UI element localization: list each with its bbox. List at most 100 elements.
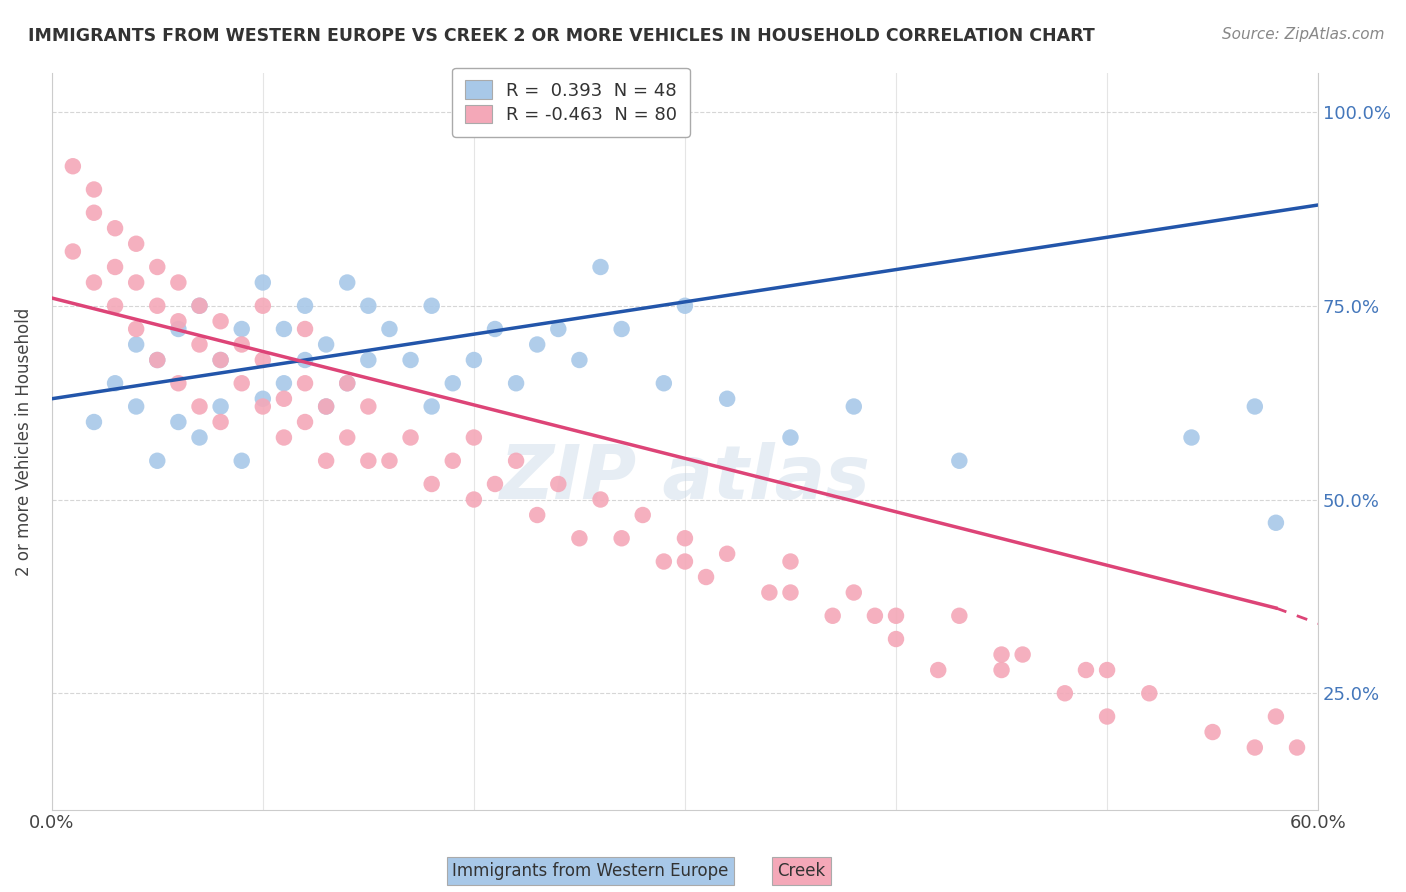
Point: [1011, 648, 1033, 662]
Point: [294, 415, 316, 429]
Point: [420, 477, 443, 491]
Point: [357, 454, 380, 468]
Point: [927, 663, 949, 677]
Point: [484, 477, 506, 491]
Point: [294, 353, 316, 368]
Text: Immigrants from Western Europe: Immigrants from Western Europe: [453, 862, 728, 880]
Point: [83, 182, 105, 196]
Point: [209, 353, 232, 368]
Point: [315, 400, 337, 414]
Point: [652, 376, 675, 391]
Point: [167, 415, 190, 429]
Point: [399, 353, 422, 368]
Point: [209, 400, 232, 414]
Point: [336, 430, 359, 444]
Point: [526, 508, 548, 522]
Point: [610, 531, 633, 545]
Point: [357, 353, 380, 368]
Point: [146, 299, 169, 313]
Point: [294, 376, 316, 391]
Point: [547, 477, 569, 491]
Point: [252, 392, 274, 406]
Point: [589, 492, 612, 507]
Point: [1180, 430, 1202, 444]
Point: [568, 531, 591, 545]
Point: [631, 508, 654, 522]
Point: [209, 353, 232, 368]
Point: [463, 492, 485, 507]
Point: [357, 400, 380, 414]
Point: [779, 430, 801, 444]
Point: [399, 430, 422, 444]
Point: [990, 648, 1012, 662]
Y-axis label: 2 or more Vehicles in Household: 2 or more Vehicles in Household: [15, 307, 32, 575]
Point: [863, 608, 886, 623]
Point: [294, 299, 316, 313]
Point: [273, 376, 295, 391]
Text: Creek: Creek: [778, 862, 825, 880]
Point: [821, 608, 844, 623]
Point: [252, 276, 274, 290]
Point: [62, 244, 84, 259]
Point: [167, 376, 190, 391]
Point: [357, 299, 380, 313]
Point: [336, 376, 359, 391]
Point: [83, 415, 105, 429]
Point: [188, 430, 211, 444]
Point: [547, 322, 569, 336]
Point: [1095, 663, 1118, 677]
Point: [484, 322, 506, 336]
Point: [378, 454, 401, 468]
Point: [188, 400, 211, 414]
Point: [273, 322, 295, 336]
Legend: R =  0.393  N = 48, R = -0.463  N = 80: R = 0.393 N = 48, R = -0.463 N = 80: [453, 68, 690, 136]
Point: [779, 555, 801, 569]
Point: [505, 454, 527, 468]
Point: [146, 260, 169, 274]
Point: [188, 337, 211, 351]
Point: [315, 454, 337, 468]
Point: [948, 608, 970, 623]
Point: [716, 547, 738, 561]
Point: [104, 376, 127, 391]
Point: [315, 400, 337, 414]
Point: [441, 454, 464, 468]
Point: [779, 585, 801, 599]
Point: [758, 585, 780, 599]
Point: [273, 430, 295, 444]
Point: [146, 353, 169, 368]
Point: [125, 337, 148, 351]
Point: [463, 430, 485, 444]
Point: [252, 400, 274, 414]
Point: [378, 322, 401, 336]
Point: [420, 299, 443, 313]
Point: [420, 400, 443, 414]
Point: [842, 585, 865, 599]
Text: Source: ZipAtlas.com: Source: ZipAtlas.com: [1222, 27, 1385, 42]
Point: [589, 260, 612, 274]
Point: [990, 663, 1012, 677]
Point: [167, 276, 190, 290]
Point: [125, 276, 148, 290]
Point: [83, 276, 105, 290]
Point: [209, 314, 232, 328]
Point: [1264, 516, 1286, 530]
Point: [252, 299, 274, 313]
Point: [673, 531, 696, 545]
Point: [315, 337, 337, 351]
Point: [62, 159, 84, 173]
Point: [1053, 686, 1076, 700]
Point: [104, 299, 127, 313]
Text: IMMIGRANTS FROM WESTERN EUROPE VS CREEK 2 OR MORE VEHICLES IN HOUSEHOLD CORRELAT: IMMIGRANTS FROM WESTERN EUROPE VS CREEK …: [28, 27, 1095, 45]
Point: [673, 555, 696, 569]
Point: [884, 632, 907, 646]
Point: [125, 322, 148, 336]
Point: [695, 570, 717, 584]
Point: [1285, 740, 1308, 755]
Point: [231, 337, 253, 351]
Point: [336, 276, 359, 290]
Point: [652, 555, 675, 569]
Point: [252, 353, 274, 368]
Point: [526, 337, 548, 351]
Point: [167, 314, 190, 328]
